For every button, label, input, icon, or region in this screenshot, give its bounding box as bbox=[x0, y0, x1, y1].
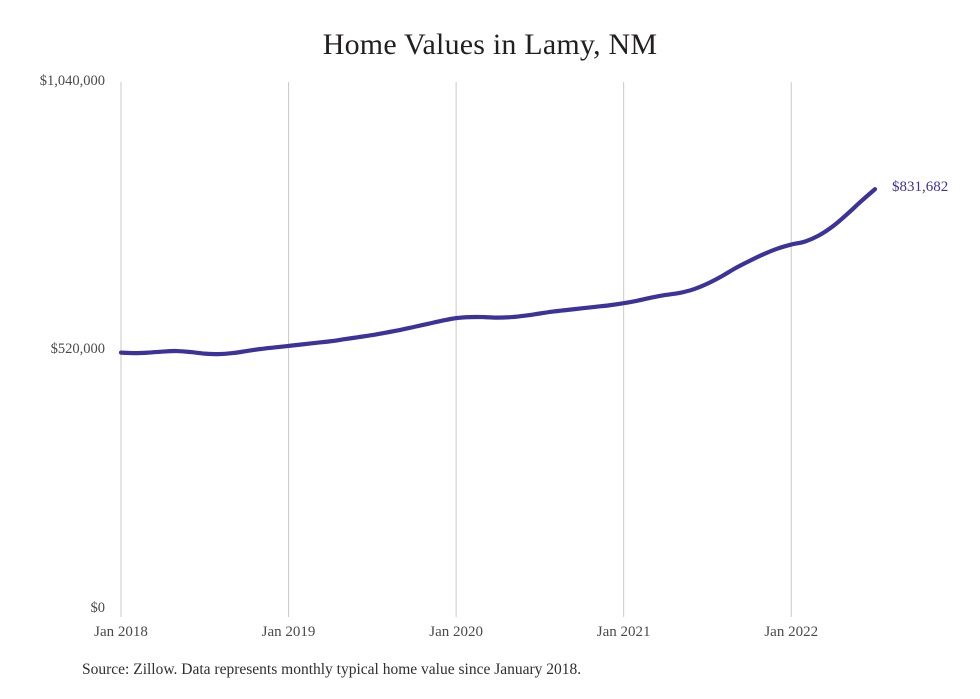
x-axis-tick-label-jan-2019: Jan 2019 bbox=[261, 624, 316, 640]
x-axis-tick-label-jan-2020: Jan 2020 bbox=[429, 624, 483, 640]
x-axis-tick-label-jan-2022: Jan 2022 bbox=[764, 624, 819, 640]
x-axis-tick-label-jan-2021: Jan 2021 bbox=[596, 624, 651, 640]
data-series-group bbox=[118, 187, 878, 357]
y-axis-tick-label-zero: $0 bbox=[90, 600, 106, 616]
source-note: Source: Zillow. Data represents monthly … bbox=[82, 661, 582, 678]
y-axis-tick-label-mid: $520,000 bbox=[50, 340, 105, 357]
y-axis-tick-label-top: $1,040,000 bbox=[39, 73, 105, 89]
chart-title: Home Values in Lamy, NM bbox=[322, 28, 658, 61]
gridlines-group bbox=[120, 82, 792, 617]
home-value-line bbox=[118, 187, 878, 357]
end-value-label: $831,682 bbox=[892, 179, 949, 196]
x-axis-tick-label-jan-2018: Jan 2018 bbox=[94, 624, 148, 640]
